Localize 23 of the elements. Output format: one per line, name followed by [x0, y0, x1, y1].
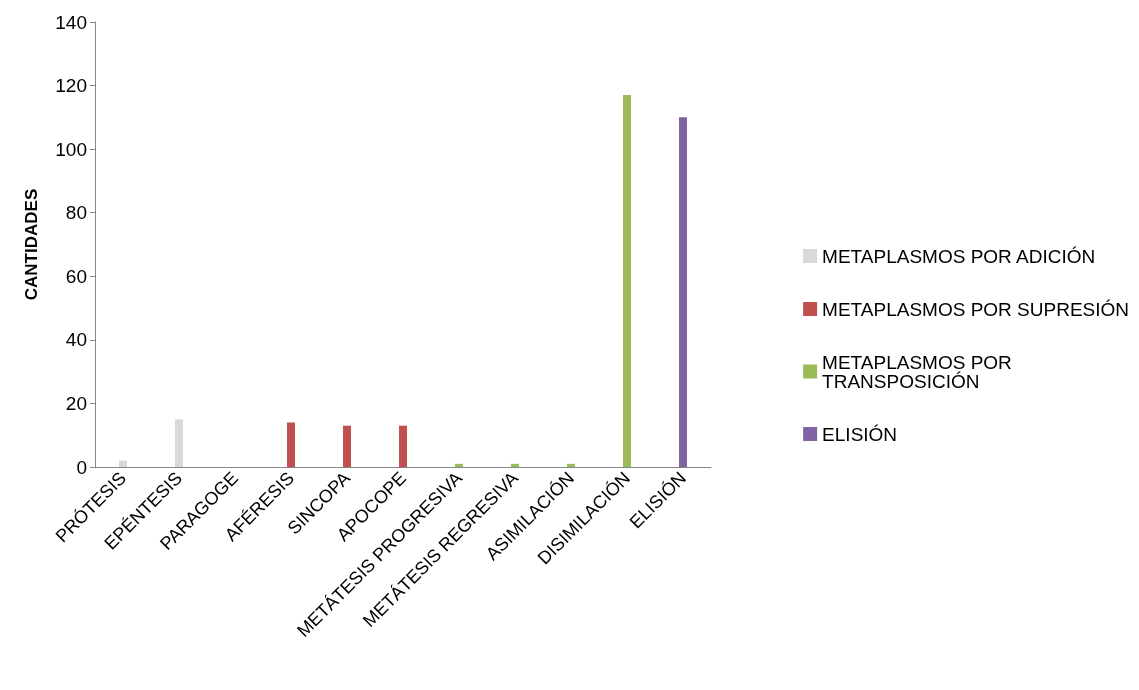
legend-label: METAPLASMOS POR TRANSPOSICIÓN	[822, 351, 1018, 392]
bar	[175, 419, 183, 467]
bar	[119, 460, 127, 467]
y-tick-label: 20	[65, 392, 87, 414]
bar	[623, 95, 631, 467]
y-tick-label: 120	[55, 75, 87, 97]
y-tick-label: 80	[65, 202, 87, 224]
y-axis-title: CANTIDADES	[22, 188, 41, 301]
bar	[567, 463, 575, 467]
y-tick-label: 60	[65, 265, 87, 287]
bar	[679, 117, 687, 467]
legend-label: ELISIÓN	[822, 423, 898, 445]
y-tick-label: 0	[76, 456, 87, 478]
bar	[287, 422, 295, 467]
y-tick-label: 40	[65, 329, 87, 351]
legend-label: METAPLASMOS POR ADICIÓN	[822, 245, 1096, 267]
bar	[511, 463, 519, 467]
bar	[343, 425, 351, 467]
y-tick-label: 100	[55, 138, 87, 160]
legend-label: METAPLASMOS POR SUPRESIÓN	[822, 298, 1130, 320]
bar	[399, 425, 407, 467]
y-tick-label: 140	[55, 11, 87, 33]
bar	[455, 463, 463, 467]
